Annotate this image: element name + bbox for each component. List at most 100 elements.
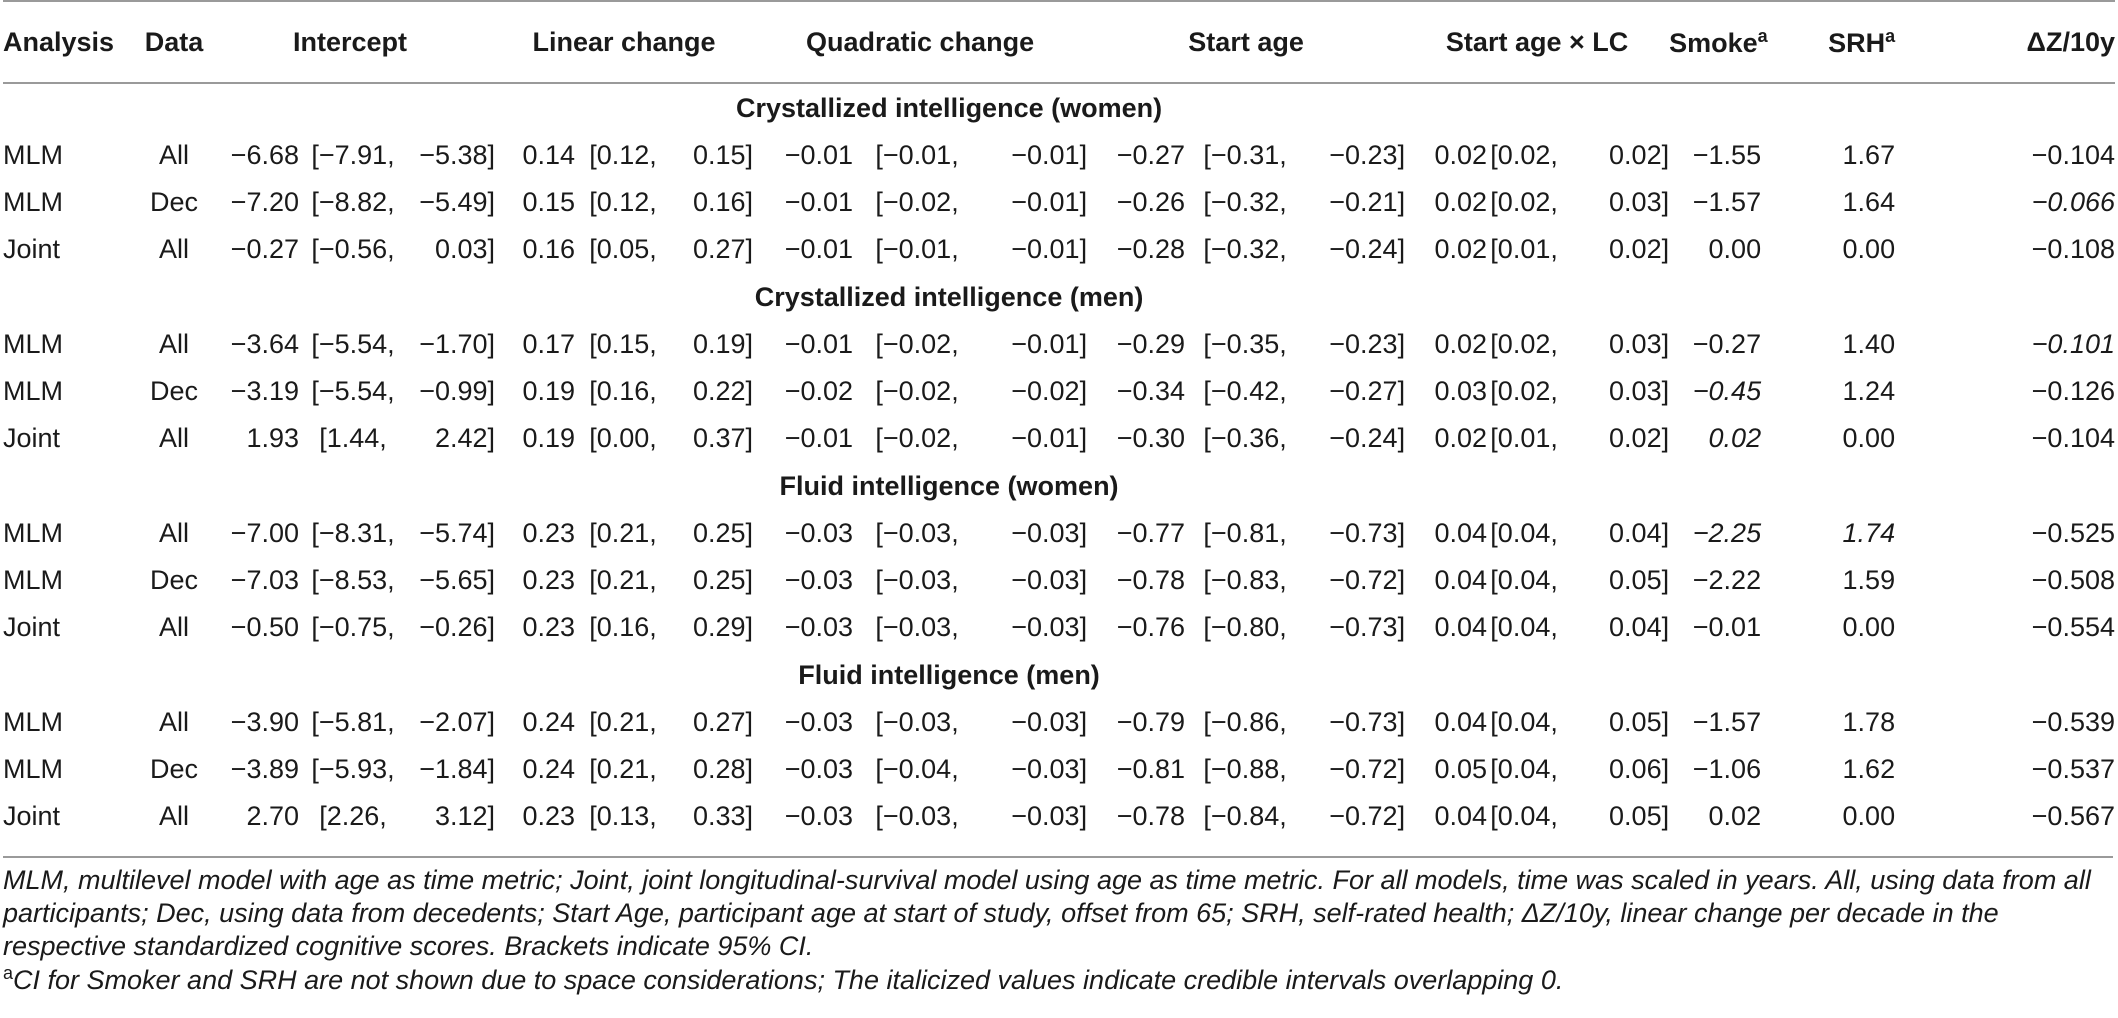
header-linear-change: Linear change bbox=[495, 0, 754, 84]
cell-quadratic-estimate: −0.01 bbox=[784, 423, 854, 453]
table-row: Joint All −0.27 [−0.56, 0.03] 0.16 [0.05, 0.27]… bbox=[3, 226, 2115, 273]
cell-quadratic-ci-upper: −0.03] bbox=[1011, 518, 1088, 548]
cell-quadratic-estimate: −0.01 bbox=[784, 187, 854, 217]
cell-smoke: −2.22 bbox=[1692, 565, 1762, 595]
cell-srh: 0.00 bbox=[1842, 234, 1896, 264]
table-row: MLM All −7.00 [−8.31, −5.74] 0.23 [0.21, 0.25] −… bbox=[3, 510, 2115, 557]
cell-start-age-lc-estimate: 0.03 bbox=[1434, 376, 1488, 406]
cell-analysis: MLM bbox=[3, 140, 63, 170]
cell-start-age-ci-lower: [−0.83, bbox=[1203, 565, 1287, 595]
header-data: Data bbox=[143, 0, 205, 84]
cell-quadratic-estimate: −0.01 bbox=[784, 140, 854, 170]
cell-linear-ci-upper: 0.29] bbox=[692, 612, 754, 642]
cell-start-age-lc-estimate: 0.02 bbox=[1434, 187, 1488, 217]
cell-quadratic-estimate: −0.03 bbox=[784, 707, 854, 737]
cell-intercept-ci-upper: −5.38] bbox=[419, 140, 496, 170]
cell-smoke: −0.45 bbox=[1692, 376, 1762, 406]
cell-start-age-ci-upper: −0.23] bbox=[1329, 140, 1406, 170]
cell-smoke: 0.02 bbox=[1708, 423, 1762, 453]
cell-linear-estimate: 0.23 bbox=[522, 565, 576, 595]
header-smoke-footnote-marker: a bbox=[1757, 25, 1768, 46]
cell-start-age-ci-lower: [−0.32, bbox=[1203, 187, 1287, 217]
table-row: MLM All −3.90 [−5.81, −2.07] 0.24 [0.21, 0.27] −… bbox=[3, 699, 2115, 746]
cell-linear-ci-upper: 0.28] bbox=[692, 754, 754, 784]
cell-quadratic-ci-lower: [−0.03, bbox=[875, 518, 959, 548]
cell-start-age-ci-lower: [−0.88, bbox=[1203, 754, 1287, 784]
cell-srh: 1.78 bbox=[1842, 707, 1896, 737]
cell-quadratic-estimate: −0.03 bbox=[784, 754, 854, 784]
cell-quadratic-ci-upper: −0.03] bbox=[1011, 801, 1088, 831]
cell-linear-estimate: 0.19 bbox=[522, 423, 576, 453]
cell-smoke: 0.02 bbox=[1708, 801, 1762, 831]
cell-srh: 1.62 bbox=[1842, 754, 1896, 784]
cell-delta-z: −0.554 bbox=[2031, 612, 2115, 642]
cell-start-age-lc-estimate: 0.04 bbox=[1434, 518, 1488, 548]
cell-intercept-ci-upper: −0.26] bbox=[419, 612, 496, 642]
cell-linear-ci-lower: [0.15, bbox=[589, 329, 657, 359]
cell-linear-ci-upper: 0.22] bbox=[692, 376, 754, 406]
cell-linear-ci-upper: 0.25] bbox=[692, 565, 754, 595]
cell-smoke: −1.06 bbox=[1692, 754, 1762, 784]
cell-start-age-estimate: −0.78 bbox=[1116, 565, 1186, 595]
cell-srh: 0.00 bbox=[1842, 801, 1896, 831]
cell-quadratic-estimate: −0.03 bbox=[784, 518, 854, 548]
cell-start-age-ci-upper: −0.72] bbox=[1329, 801, 1406, 831]
cell-intercept-estimate: −7.03 bbox=[230, 565, 299, 595]
cell-linear-estimate: 0.24 bbox=[522, 707, 576, 737]
cell-start-age-ci-upper: −0.72] bbox=[1329, 754, 1406, 784]
cell-delta-z: −0.066 bbox=[2031, 187, 2115, 217]
cell-start-age-ci-lower: [−0.80, bbox=[1203, 612, 1287, 642]
cell-quadratic-ci-upper: −0.03] bbox=[1011, 754, 1088, 784]
footnote-main: MLM, multilevel model with age as time m… bbox=[3, 865, 2091, 961]
cell-srh: 1.24 bbox=[1842, 376, 1896, 406]
section-header-row: Fluid intelligence (women) bbox=[3, 462, 2115, 510]
cell-start-age-ci-lower: [−0.84, bbox=[1203, 801, 1287, 831]
cell-quadratic-ci-upper: −0.01] bbox=[1011, 187, 1088, 217]
cell-analysis: Joint bbox=[3, 612, 61, 642]
cell-data: All bbox=[158, 612, 189, 642]
cell-start-age-lc-ci-lower: [0.01, bbox=[1490, 234, 1558, 264]
cell-analysis: Joint bbox=[3, 801, 61, 831]
cell-quadratic-estimate: −0.03 bbox=[784, 565, 854, 595]
cell-start-age-lc-estimate: 0.02 bbox=[1434, 423, 1488, 453]
cell-smoke: −0.01 bbox=[1692, 612, 1762, 642]
cell-linear-ci-lower: [0.12, bbox=[589, 187, 657, 217]
cell-data: All bbox=[158, 140, 189, 170]
cell-linear-estimate: 0.23 bbox=[522, 801, 576, 831]
cell-start-age-ci-upper: −0.24] bbox=[1329, 234, 1406, 264]
cell-intercept-ci-lower: [−5.93, bbox=[311, 754, 395, 784]
cell-intercept-ci-lower: [1.44, bbox=[319, 423, 387, 453]
footnote-marker: a bbox=[3, 962, 14, 983]
cell-start-age-lc-estimate: 0.04 bbox=[1434, 612, 1488, 642]
cell-intercept-ci-lower: [−0.75, bbox=[311, 612, 395, 642]
cell-start-age-lc-ci-lower: [0.02, bbox=[1490, 376, 1558, 406]
cell-intercept-ci-upper: 3.12] bbox=[434, 801, 496, 831]
cell-quadratic-ci-lower: [−0.04, bbox=[875, 754, 959, 784]
cell-start-age-ci-lower: [−0.42, bbox=[1203, 376, 1287, 406]
section-title: Crystallized intelligence (women) bbox=[736, 92, 1163, 123]
cell-data: All bbox=[158, 329, 189, 359]
cell-delta-z: −0.567 bbox=[2031, 801, 2115, 831]
cell-linear-estimate: 0.23 bbox=[522, 518, 576, 548]
cell-start-age-estimate: −0.34 bbox=[1116, 376, 1186, 406]
cell-srh: 1.40 bbox=[1842, 329, 1896, 359]
cell-linear-ci-lower: [0.21, bbox=[589, 754, 657, 784]
cell-intercept-estimate: 1.93 bbox=[246, 423, 299, 453]
cell-intercept-ci-upper: −5.49] bbox=[419, 187, 496, 217]
cell-quadratic-ci-upper: −0.02] bbox=[1011, 376, 1088, 406]
cell-delta-z: −0.108 bbox=[2031, 234, 2115, 264]
cell-intercept-estimate: −3.89 bbox=[230, 754, 299, 784]
cell-intercept-ci-upper: −2.07] bbox=[419, 707, 496, 737]
cell-quadratic-ci-lower: [−0.02, bbox=[875, 329, 959, 359]
cell-delta-z: −0.104 bbox=[2031, 140, 2115, 170]
table-row: MLM Dec −7.20 [−8.82, −5.49] 0.15 [0.12, 0.16] −… bbox=[3, 179, 2115, 226]
section-header-row: Crystallized intelligence (men) bbox=[3, 273, 2115, 321]
cell-linear-estimate: 0.24 bbox=[522, 754, 576, 784]
cell-linear-estimate: 0.17 bbox=[522, 329, 576, 359]
cell-delta-z: −0.525 bbox=[2031, 518, 2115, 548]
header-quadratic-change: Quadratic change bbox=[753, 0, 1088, 84]
cell-linear-ci-lower: [0.16, bbox=[589, 376, 657, 406]
cell-data: Dec bbox=[149, 754, 198, 784]
cell-linear-ci-lower: [0.21, bbox=[589, 707, 657, 737]
